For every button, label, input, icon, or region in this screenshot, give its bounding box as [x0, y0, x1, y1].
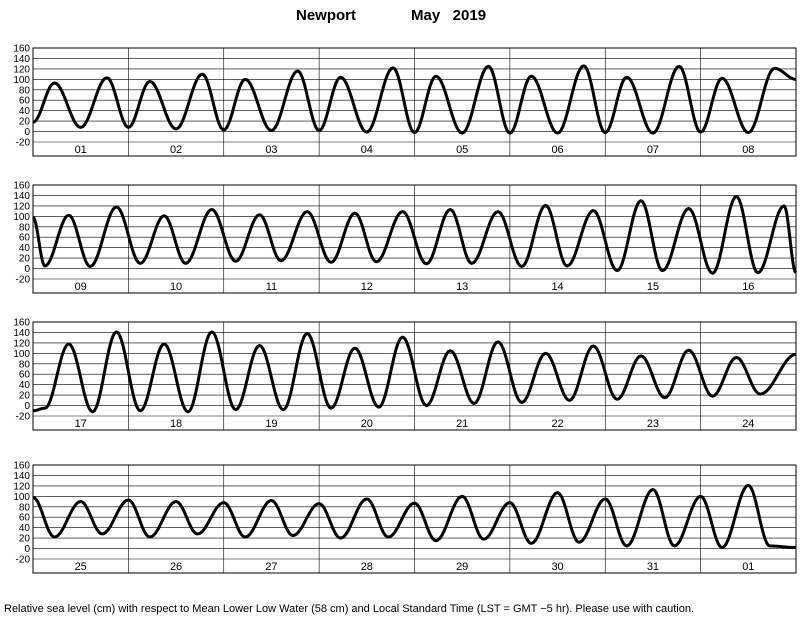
y-tick-label: 80 — [19, 222, 31, 233]
station-title: Newport — [296, 7, 356, 24]
y-tick-label: -20 — [16, 555, 31, 566]
day-label: 27 — [265, 561, 277, 573]
tide-curve — [32, 330, 797, 414]
day-label: 25 — [75, 561, 87, 573]
day-label: 31 — [647, 561, 659, 573]
y-tick-label: 100 — [13, 349, 30, 360]
day-label: 07 — [647, 144, 659, 156]
y-tick-label: 20 — [19, 117, 31, 128]
day-label: 02 — [170, 144, 182, 156]
panel-frame — [32, 184, 797, 294]
day-label: 06 — [551, 144, 563, 156]
panel-frame — [32, 321, 797, 431]
y-tick-label: 60 — [19, 233, 31, 244]
day-label: 04 — [361, 144, 373, 156]
day-label: 01 — [742, 561, 754, 573]
y-tick-label: 120 — [13, 338, 30, 349]
y-tick-label: 140 — [13, 54, 30, 65]
y-tick-label: 160 — [13, 461, 30, 472]
y-tick-label: 0 — [24, 544, 30, 555]
day-label: 15 — [647, 281, 659, 293]
y-tick-label: 40 — [19, 380, 31, 391]
y-tick-label: 160 — [13, 181, 30, 192]
panel-frame — [32, 47, 797, 157]
day-label: 19 — [265, 418, 277, 430]
y-tick-label: 40 — [19, 243, 31, 254]
y-tick-label: 0 — [24, 127, 30, 138]
y-tick-label: 40 — [19, 523, 31, 534]
day-label: 05 — [456, 144, 468, 156]
y-tick-label: 100 — [13, 75, 30, 86]
day-label: 20 — [361, 418, 373, 430]
y-tick-label: 80 — [19, 359, 31, 370]
y-tick-label: 60 — [19, 513, 31, 524]
day-label: 11 — [266, 281, 277, 293]
day-label: 28 — [361, 561, 373, 573]
y-tick-label: 100 — [13, 492, 30, 503]
y-tick-label: 20 — [19, 254, 31, 265]
y-tick-label: 80 — [19, 85, 31, 96]
tide-curve — [32, 483, 797, 550]
y-tick-label: 120 — [13, 201, 30, 212]
day-label: 21 — [456, 418, 468, 430]
day-label: 24 — [742, 418, 754, 430]
day-label: 26 — [170, 561, 182, 573]
day-label: 09 — [75, 281, 87, 293]
day-label: 22 — [551, 418, 563, 430]
y-tick-label: 140 — [13, 191, 30, 202]
day-label: 01 — [75, 144, 87, 156]
y-tick-label: 80 — [19, 502, 31, 513]
y-tick-label: -20 — [16, 138, 31, 149]
month-year-title: May 2019 — [411, 7, 486, 24]
day-label: 18 — [170, 418, 182, 430]
day-label: 23 — [647, 418, 659, 430]
y-tick-label: 160 — [13, 44, 30, 55]
y-tick-label: -20 — [16, 275, 31, 286]
day-label: 30 — [551, 561, 563, 573]
y-tick-label: 60 — [19, 370, 31, 381]
y-tick-label: 0 — [24, 401, 30, 412]
day-label: 03 — [265, 144, 277, 156]
day-label: 10 — [170, 281, 182, 293]
footer-caption: Relative sea level (cm) with respect to … — [4, 603, 694, 615]
day-label: 14 — [551, 281, 563, 293]
y-tick-label: 20 — [19, 391, 31, 402]
y-tick-label: 140 — [13, 328, 30, 339]
y-tick-label: 160 — [13, 318, 30, 329]
y-tick-label: 60 — [19, 96, 31, 107]
day-label: 17 — [75, 418, 87, 430]
tide-curve — [32, 194, 798, 275]
panel-frame — [32, 464, 797, 574]
day-label: 16 — [742, 281, 754, 293]
y-tick-label: 120 — [13, 481, 30, 492]
tide-curve — [32, 64, 797, 135]
y-tick-label: -20 — [16, 412, 31, 423]
day-label: 08 — [742, 144, 754, 156]
y-tick-label: 40 — [19, 106, 31, 117]
y-tick-label: 100 — [13, 212, 30, 223]
y-tick-label: 20 — [19, 534, 31, 545]
y-tick-label: 140 — [13, 471, 30, 482]
day-label: 12 — [361, 281, 373, 293]
y-tick-label: 0 — [24, 264, 30, 275]
day-label: 29 — [456, 561, 468, 573]
day-label: 13 — [456, 281, 468, 293]
y-tick-label: 120 — [13, 64, 30, 75]
